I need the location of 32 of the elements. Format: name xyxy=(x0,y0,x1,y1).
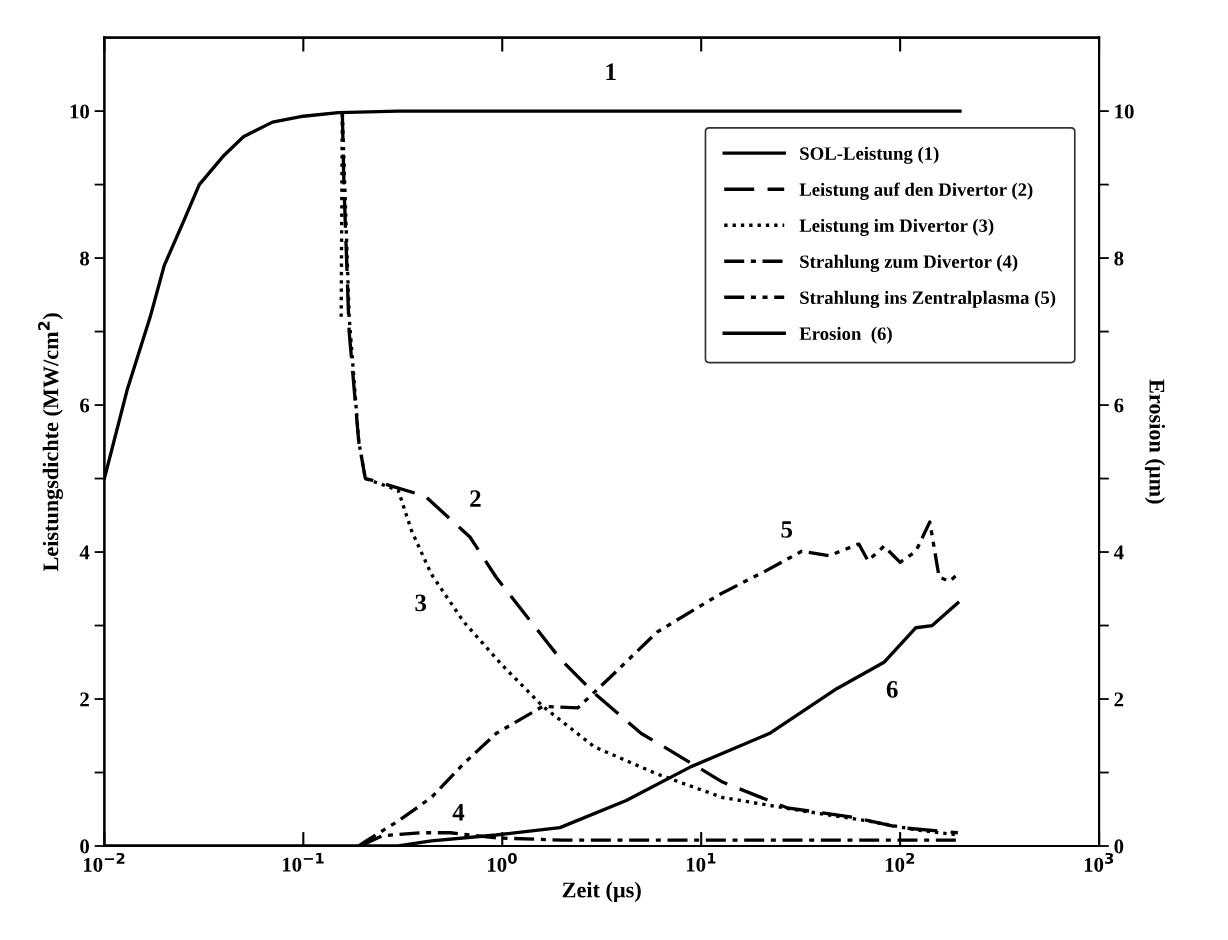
legend-label: SOL-Leistung (1) xyxy=(800,146,939,164)
y2-tick-label: 6 xyxy=(1114,398,1124,413)
y-tick-label: 4 xyxy=(79,545,90,560)
legend-label: Leistung im Divertor (3) xyxy=(799,218,994,236)
y-tick-label: 6 xyxy=(80,398,90,413)
x-tick-label: 10$^{1}$ xyxy=(686,852,716,872)
x-tick-label: 10$^{3}$ xyxy=(1084,852,1114,872)
annotation: 5 xyxy=(781,521,793,538)
annotation: 6 xyxy=(886,681,898,698)
legend-label: Strahlung ins Zentralplasma (5) xyxy=(800,290,1056,308)
annotation: 3 xyxy=(415,594,427,612)
y2-tick-label: 4 xyxy=(1113,545,1124,560)
y2-tick-label: 0 xyxy=(1114,839,1124,854)
annotation: 4 xyxy=(452,804,465,821)
y2-tick-label: 2 xyxy=(1114,692,1124,707)
y-tick-label: 10 xyxy=(70,104,89,119)
y2-tick-label: 8 xyxy=(1114,251,1124,266)
y-tick-label: 8 xyxy=(80,251,90,266)
y-axis-title: Leistungsdichte (MW/cm$^{2}$) xyxy=(38,313,64,572)
x-axis-title: Zeit (µs) xyxy=(562,881,641,902)
annotation: 1 xyxy=(606,63,616,80)
y-tick-label: 2 xyxy=(80,692,89,707)
legend-label: Leistung auf den Divertor (2) xyxy=(799,182,1033,200)
legend-label: Strahlung zum Divertor (4) xyxy=(800,254,1018,272)
x-tick-label: 10$^{−1}$ xyxy=(282,852,324,872)
legend-label: Erosion (6) xyxy=(799,326,892,344)
x-tick-label: 10$^{0}$ xyxy=(487,852,517,872)
y2-tick-label: 10 xyxy=(1115,104,1134,119)
y-tick-label: 0 xyxy=(80,839,89,854)
y2-axis-title: Erosion (µm) xyxy=(1144,379,1166,504)
x-tick-label: 10$^{2}$ xyxy=(885,852,915,872)
annotation: 2 xyxy=(470,490,481,507)
